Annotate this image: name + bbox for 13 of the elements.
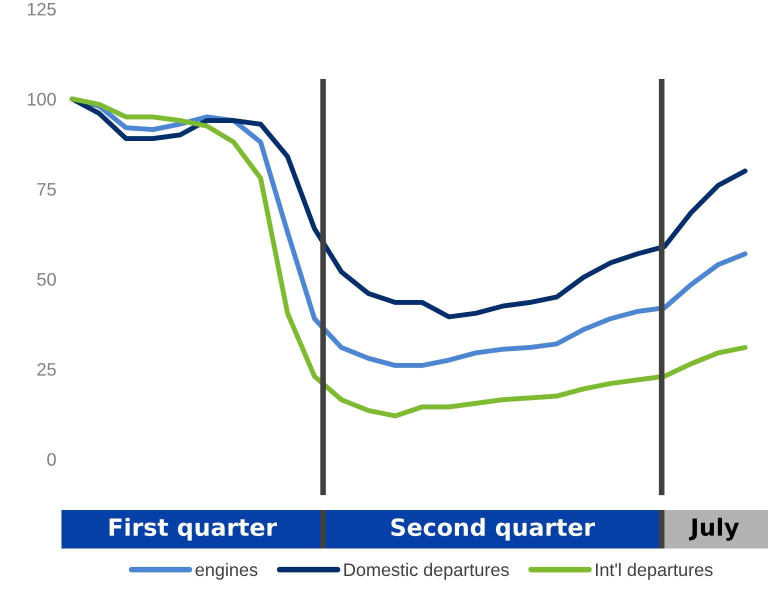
y-tick-label: 0 — [47, 453, 56, 466]
y-tick-label: 50 — [37, 272, 56, 286]
y-tick-label: 25 — [37, 363, 56, 376]
y-tick-label: 125 — [28, 2, 56, 16]
legend-label: Domestic departures — [344, 562, 509, 580]
legend-label: Int'l departures — [596, 562, 713, 580]
text: July — [688, 518, 739, 541]
text: First quarter — [110, 518, 278, 541]
y-tick-label: 75 — [37, 183, 56, 196]
legend-label: engines — [196, 562, 258, 580]
text: Second quarter — [391, 518, 596, 541]
line-series — [70, 96, 748, 418]
y-tick-label: 100 — [28, 92, 56, 106]
